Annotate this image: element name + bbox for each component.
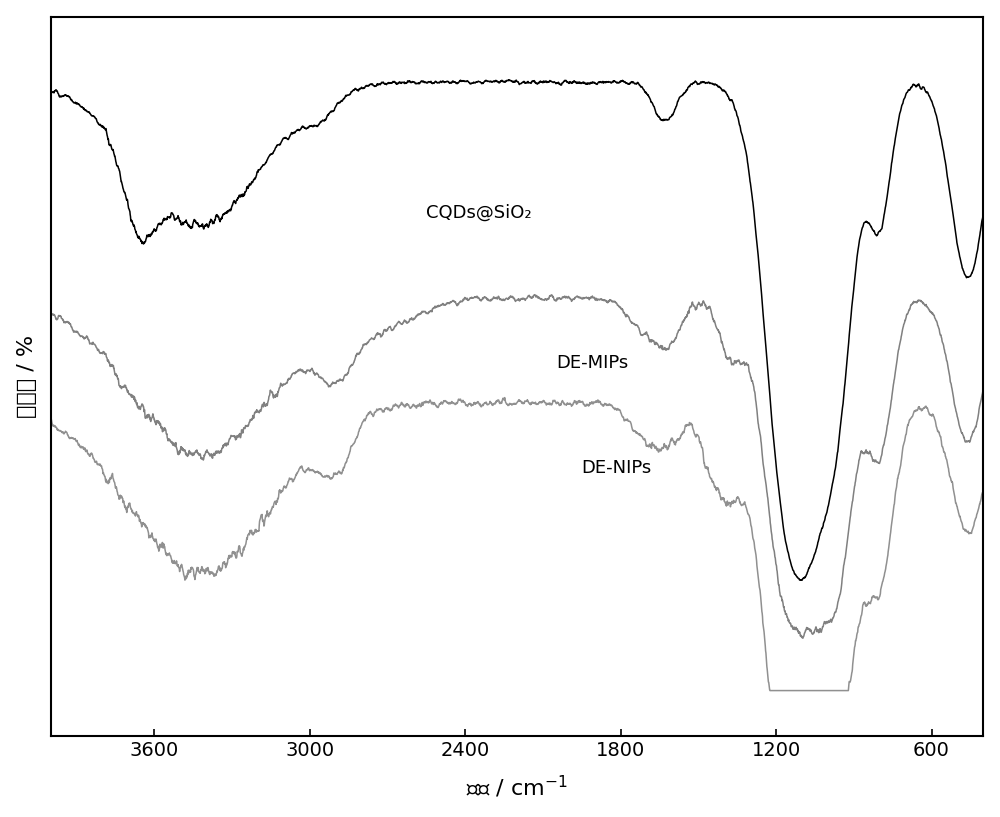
Text: CQDs@SiO₂: CQDs@SiO₂: [426, 204, 532, 222]
X-axis label: 波数 / cm$^{-1}$: 波数 / cm$^{-1}$: [466, 775, 568, 801]
Text: DE-NIPs: DE-NIPs: [582, 459, 652, 477]
Y-axis label: 透光率 / %: 透光率 / %: [17, 335, 37, 418]
Text: DE-MIPs: DE-MIPs: [556, 355, 628, 373]
